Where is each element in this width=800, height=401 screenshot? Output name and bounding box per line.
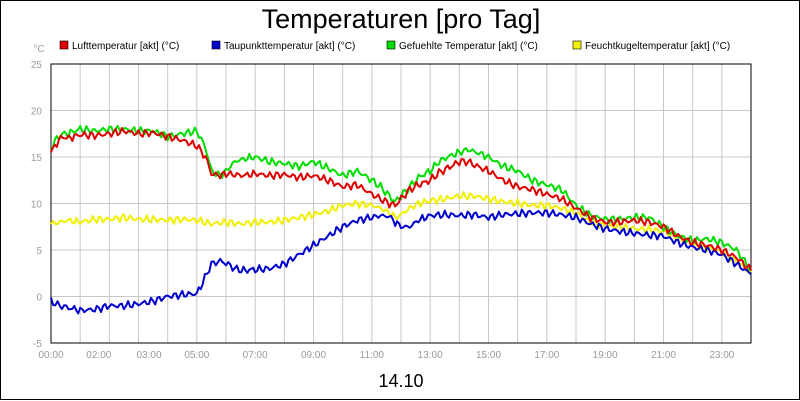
x-tick-label: 17:00 bbox=[534, 350, 559, 361]
series-line-0 bbox=[50, 127, 752, 271]
y-tick-label: -5 bbox=[33, 339, 42, 350]
legend-label-gefuehlte-temperatur: Gefuehlte Temperatur [akt] (°C) bbox=[399, 41, 538, 52]
x-tick-label: 07:00 bbox=[243, 350, 268, 361]
legend-swatch-feuchtkugeltemperatur bbox=[572, 40, 582, 50]
y-tick-label: 25 bbox=[31, 60, 43, 71]
x-tick-label: 02:00 bbox=[86, 350, 111, 361]
x-tick-label: 11:00 bbox=[360, 350, 385, 361]
x-tick-label: 23:00 bbox=[709, 350, 734, 361]
x-tick-label: 00:00 bbox=[38, 350, 63, 361]
x-tick-label: 19:00 bbox=[593, 350, 618, 361]
series-line-3 bbox=[50, 191, 752, 273]
plot-area-border bbox=[50, 63, 752, 344]
legend-swatch-gefuehlte-temperatur bbox=[386, 40, 396, 50]
x-tick-label: 15:00 bbox=[476, 350, 501, 361]
x-axis-label: 14.10 bbox=[378, 371, 423, 391]
legend: Lufttemperatur [akt] (°C) Taupunkttemper… bbox=[59, 40, 730, 52]
x-tick-label: 03:00 bbox=[137, 350, 162, 361]
legend-label-taupunkttemperatur: Taupunkttemperatur [akt] (°C) bbox=[224, 41, 355, 52]
series-line-1 bbox=[50, 208, 752, 315]
x-axis-ticks: 00:00 02:00 03:00 05:00 07:00 09:00 11:00 13:00… bbox=[38, 350, 734, 361]
legend-label-feuchtkugeltemperatur: Feuchtkugeltemperatur [akt] (°C) bbox=[585, 41, 730, 52]
y-axis-unit: °C bbox=[33, 44, 44, 55]
chart-title: Temperaturen [pro Tag] bbox=[262, 4, 541, 34]
x-tick-label: 21:00 bbox=[651, 350, 676, 361]
series-lines bbox=[50, 124, 752, 315]
y-tick-label: 15 bbox=[31, 153, 43, 164]
x-tick-label: 09:00 bbox=[301, 350, 326, 361]
x-tick-label: 13:00 bbox=[418, 350, 443, 361]
y-tick-label: 20 bbox=[31, 107, 43, 118]
legend-swatch-lufttemperatur bbox=[59, 40, 69, 50]
legend-swatch-taupunkttemperatur bbox=[211, 40, 221, 50]
y-axis-ticks: -5 0 5 10 15 20 25 bbox=[31, 60, 43, 350]
y-tick-label: 5 bbox=[36, 246, 42, 257]
y-tick-label: 0 bbox=[36, 293, 42, 304]
legend-label-lufttemperatur: Lufttemperatur [akt] (°C) bbox=[72, 41, 179, 52]
x-tick-label: 05:00 bbox=[184, 350, 209, 361]
y-tick-label: 10 bbox=[31, 200, 43, 211]
